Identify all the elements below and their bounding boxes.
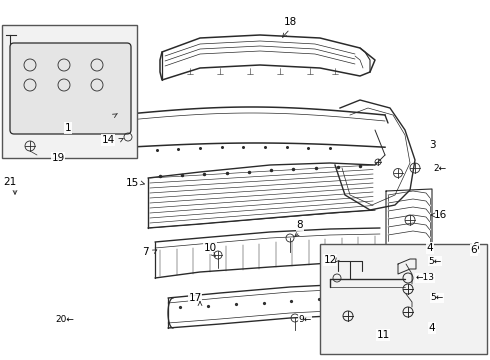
- Text: 5←: 5←: [428, 256, 441, 266]
- Text: 21: 21: [3, 177, 17, 187]
- Text: 17: 17: [188, 293, 201, 303]
- Text: 3: 3: [429, 140, 435, 150]
- Bar: [2, 25, 137, 158]
- Text: 8: 8: [296, 220, 303, 230]
- Text: 19: 19: [51, 153, 65, 163]
- Text: 16: 16: [433, 210, 446, 220]
- Text: 18: 18: [283, 17, 296, 27]
- Text: 6: 6: [473, 242, 479, 252]
- Text: 10: 10: [203, 243, 217, 253]
- Text: 14: 14: [101, 135, 115, 145]
- Text: 1: 1: [65, 123, 72, 133]
- Text: 4: 4: [427, 243, 433, 253]
- Text: 4: 4: [429, 323, 435, 333]
- Text: 2←: 2←: [434, 163, 446, 172]
- Text: 6: 6: [471, 245, 477, 255]
- Text: 12: 12: [323, 255, 337, 265]
- Text: 5←: 5←: [430, 293, 443, 302]
- Text: ←13: ←13: [416, 274, 435, 283]
- FancyBboxPatch shape: [10, 43, 131, 134]
- Text: 20←: 20←: [55, 315, 74, 324]
- Text: 7: 7: [142, 247, 148, 257]
- Text: 15: 15: [125, 178, 139, 188]
- Text: 11: 11: [376, 330, 390, 340]
- Text: 9←: 9←: [298, 315, 312, 324]
- Bar: [320, 244, 487, 354]
